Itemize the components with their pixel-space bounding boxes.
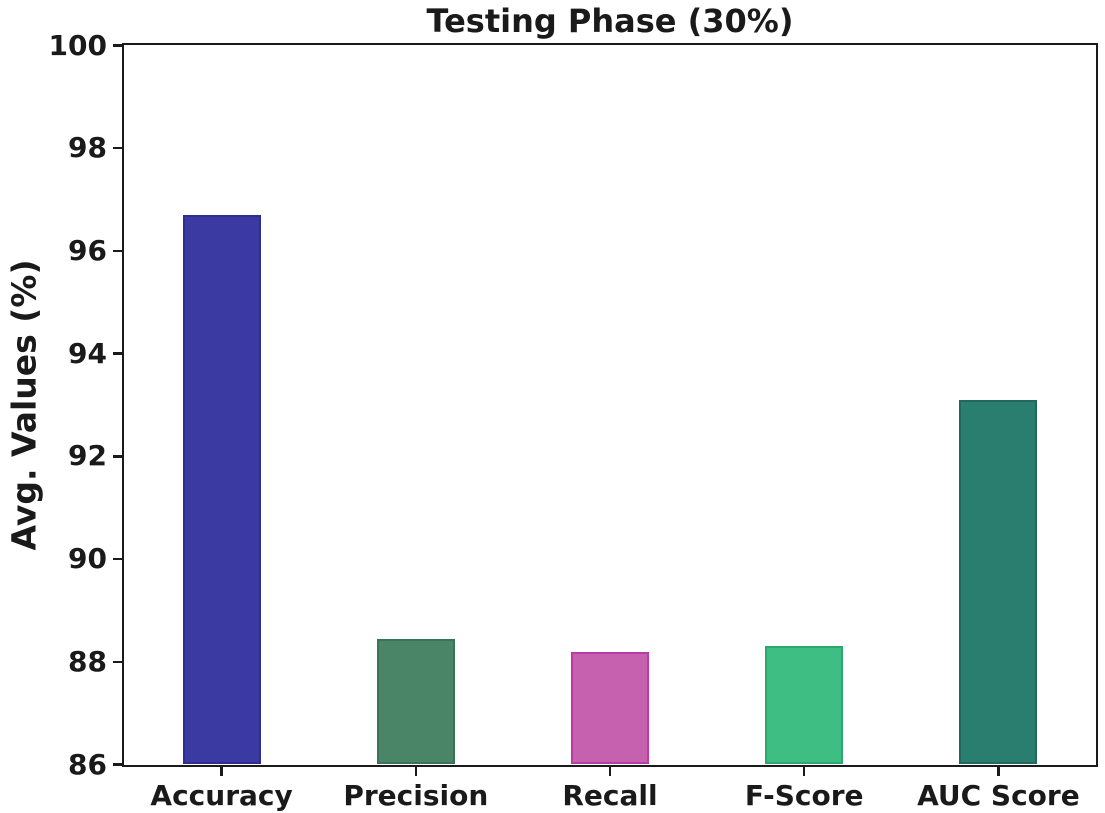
bar-precision: [376, 638, 455, 765]
y-tick-label: 98: [68, 131, 107, 165]
bar-accuracy: [182, 214, 261, 765]
y-tick-label: 86: [68, 747, 107, 781]
y-tick-label: 100: [48, 28, 107, 62]
y-tick-label: 88: [68, 644, 107, 678]
y-tick-mark: [113, 660, 122, 664]
y-tick-mark: [113, 44, 122, 47]
y-tick-label: 96: [68, 233, 107, 267]
x-category-label: Precision: [343, 779, 489, 812]
x-category-label: Recall: [562, 779, 658, 812]
y-tick-mark: [113, 455, 122, 458]
y-tick-label: 94: [68, 336, 107, 370]
y-axis-label: Avg. Values (%): [4, 259, 44, 551]
bar-recall: [571, 651, 649, 765]
y-tick-mark: [113, 557, 122, 561]
plot-area: [122, 43, 1098, 767]
y-tick-mark: [113, 146, 122, 150]
y-tick-label: 92: [68, 439, 107, 473]
x-category-label: F-Score: [744, 779, 864, 812]
x-tick-mark: [997, 767, 1000, 776]
bar-f-score: [765, 646, 844, 765]
x-tick-mark: [220, 767, 223, 776]
x-category-label: Accuracy: [150, 779, 293, 812]
y-tick-mark: [113, 249, 122, 253]
chart-title: Testing Phase (30%): [426, 2, 794, 40]
y-tick-mark: [113, 763, 122, 766]
x-tick-mark: [802, 767, 806, 776]
x-category-label: AUC Score: [917, 779, 1080, 812]
bar-auc-score: [959, 399, 1038, 765]
x-tick-mark: [414, 767, 418, 776]
y-tick-label: 90: [68, 542, 107, 576]
x-tick-mark: [608, 767, 612, 776]
y-tick-mark: [113, 352, 122, 355]
